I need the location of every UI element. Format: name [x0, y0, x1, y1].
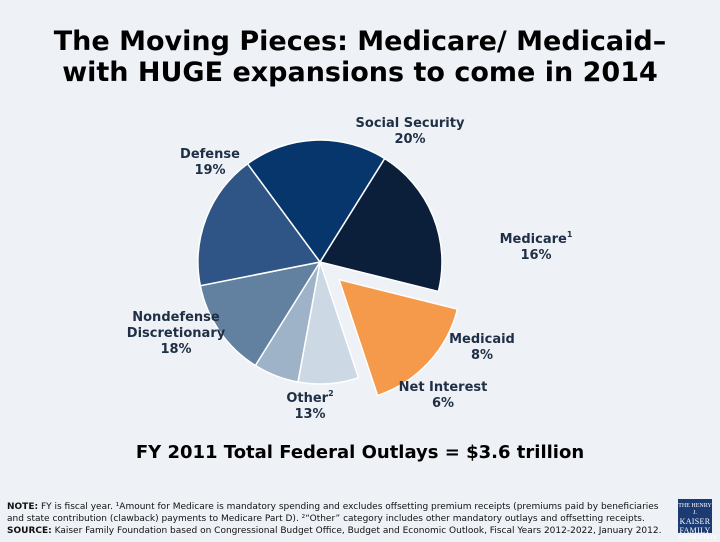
note-text: FY is fiscal year. ¹Amount for Medicare …: [7, 502, 659, 524]
label-medicare-sup: 1: [566, 230, 573, 239]
note-label: NOTE:: [7, 502, 39, 512]
label-other-value: 13%: [294, 407, 326, 422]
label-social-security-name: Social Security: [355, 116, 465, 131]
pie-slice-defense: [246, 139, 386, 264]
source-line: SOURCE: Kaiser Family Foundation based o…: [7, 525, 667, 537]
pie-slice-medicare: [337, 278, 459, 397]
logo-line-4: FOUNDATION: [678, 535, 717, 541]
kff-logo: THE HENRY J. KAISER FAMILY FOUNDATION: [678, 499, 717, 541]
label-defense-name: Defense: [180, 147, 240, 162]
label-other-sup: 2: [328, 389, 334, 398]
title-line-2: with HUGE expansions to come in 2014: [62, 57, 658, 88]
page-title: The Moving Pieces: Medicare/ Medicaid– w…: [0, 26, 720, 88]
source-label: SOURCE:: [7, 526, 52, 536]
pie-slice-social-security: [318, 157, 443, 293]
label-social-security-value: 20%: [394, 132, 426, 147]
logo-line-2: KAISER: [679, 517, 711, 526]
title-line-1: The Moving Pieces: Medicare/ Medicaid–: [53, 26, 667, 57]
logo-line-1: THE HENRY J.: [678, 503, 712, 516]
label-nondefense-value: 18%: [160, 342, 192, 357]
label-nondefense: Nondefense Discretionary 18%: [118, 310, 234, 358]
label-medicaid-value: 8%: [470, 348, 494, 363]
logo-line-3: FAMILY: [679, 526, 711, 535]
label-medicaid-name: Medicaid: [449, 332, 515, 347]
label-other-name: Other: [286, 391, 329, 406]
pie-slice-nondefense-discretionary: [197, 162, 322, 287]
label-net-interest-value: 6%: [431, 396, 455, 411]
label-other: Other2 13%: [270, 389, 350, 423]
footnotes: NOTE: FY is fiscal year. ¹Amount for Med…: [7, 501, 667, 537]
label-defense-value: 19%: [194, 163, 226, 178]
label-net-interest: Net Interest 6%: [390, 380, 496, 412]
label-medicare-value: 16%: [520, 248, 552, 263]
label-medicare-name: Medicare: [499, 232, 567, 247]
chart-subtitle: FY 2011 Total Federal Outlays = $3.6 tri…: [135, 442, 585, 463]
note-line: NOTE: FY is fiscal year. ¹Amount for Med…: [7, 501, 667, 525]
label-defense: Defense 19%: [160, 147, 260, 179]
label-medicare: Medicare1 16%: [486, 230, 586, 264]
label-nondefense-name: Nondefense Discretionary: [126, 310, 226, 341]
source-text: Kaiser Family Foundation based on Congre…: [51, 526, 662, 536]
label-social-security: Social Security 20%: [340, 116, 480, 148]
pie-slice-other: [199, 260, 322, 367]
label-medicaid: Medicaid 8%: [442, 332, 522, 364]
label-net-interest-name: Net Interest: [398, 380, 488, 395]
